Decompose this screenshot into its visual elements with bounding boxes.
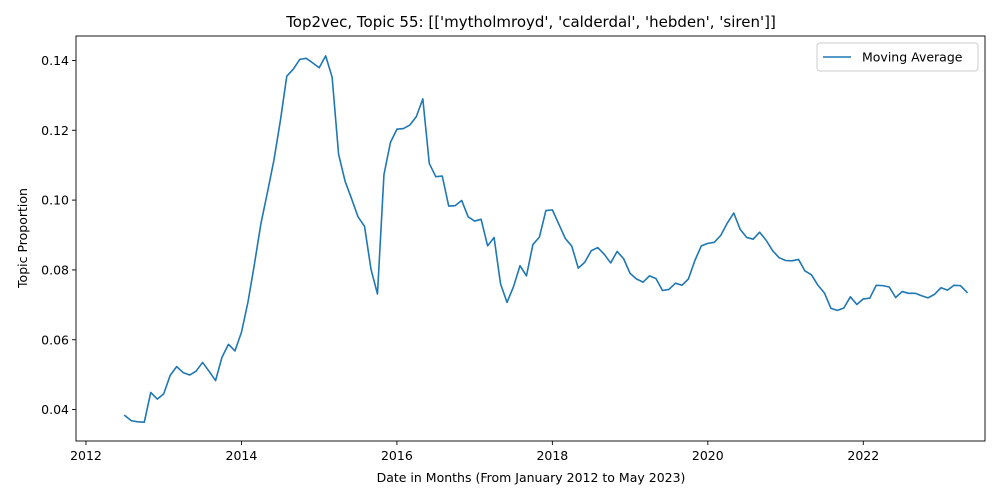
y-axis: 0.04 0.06 0.08 0.10 0.12 0.14 [41,53,76,417]
y-tick-label: 0.08 [41,262,69,277]
x-tick-label: 2012 [70,448,102,463]
x-axis: 2012 2014 2016 2018 2020 2022 [70,441,879,463]
x-tick-label: 2014 [226,448,258,463]
legend-box [816,42,979,72]
chart-title: Top2vec, Topic 55: [['mytholmroyd', 'cal… [285,13,776,31]
y-tick-label: 0.04 [41,402,69,417]
legend: Moving Average [816,42,979,72]
x-tick-label: 2016 [381,448,413,463]
y-tick-label: 0.12 [41,123,69,138]
plot-frame [75,35,986,442]
legend-label: Moving Average [862,50,963,65]
x-axis-label: Date in Months (From January 2012 to May… [377,470,686,485]
y-tick-label: 0.10 [41,193,69,208]
x-tick-label: 2022 [847,448,879,463]
plot-background [76,36,985,441]
plot-area [75,35,986,442]
series-line-moving-average [123,55,969,423]
y-axis-label: Topic Proportion [15,188,30,289]
y-tick-label: 0.06 [41,332,69,347]
x-tick-label: 2020 [692,448,724,463]
y-tick-label: 0.14 [41,53,69,68]
x-tick-label: 2018 [536,448,568,463]
